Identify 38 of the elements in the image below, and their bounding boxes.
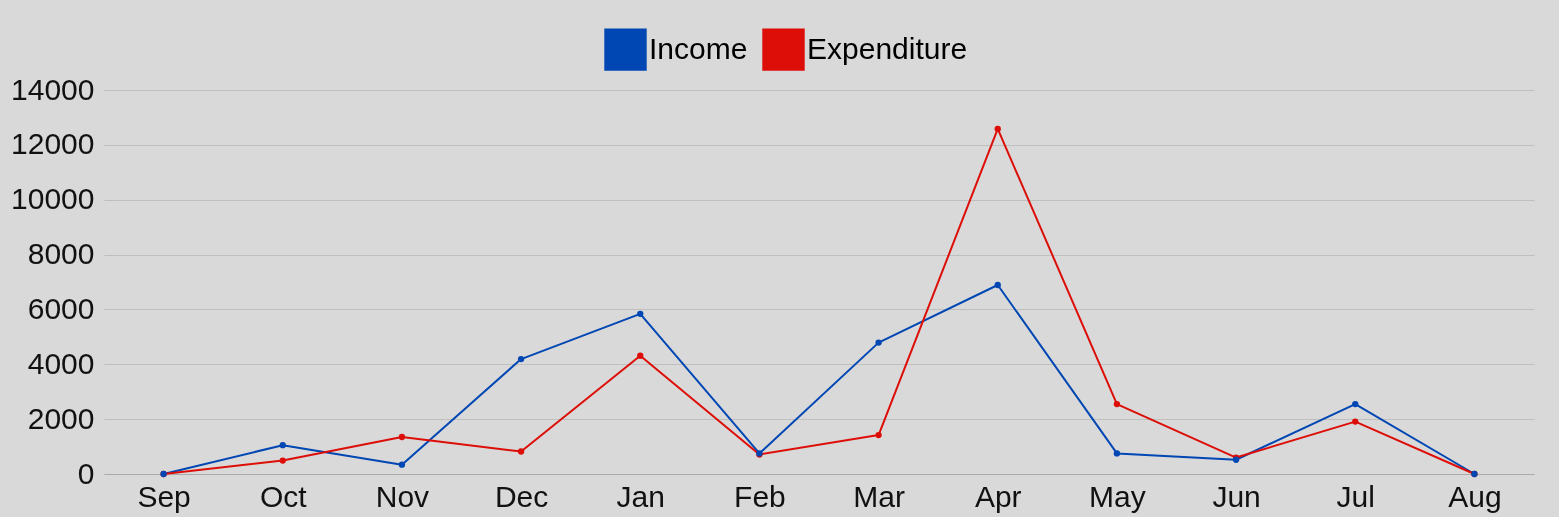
x-tick-label: Dec xyxy=(494,479,549,513)
point xyxy=(279,457,286,464)
point xyxy=(994,281,1001,289)
y-tick-label: 0 xyxy=(77,456,95,490)
x-tick-label: Sep xyxy=(137,479,191,513)
y-tick-label: 4000 xyxy=(27,346,95,380)
point xyxy=(517,448,525,455)
y-tick-label: 12000 xyxy=(11,127,95,161)
y-tick-label: 10000 xyxy=(11,182,95,216)
y-tick-label: 2000 xyxy=(27,401,95,435)
y-tick-label: 6000 xyxy=(27,291,95,325)
x-tick-label: Jun xyxy=(1212,479,1261,513)
point xyxy=(637,310,644,317)
point xyxy=(517,355,525,363)
point xyxy=(994,125,1001,133)
x-tick-label: Apr xyxy=(974,479,1022,513)
x-tick-label: Aug xyxy=(1448,479,1502,513)
point xyxy=(1113,450,1121,457)
x-tick-label: Oct xyxy=(259,479,308,513)
point xyxy=(875,431,882,439)
point xyxy=(398,433,406,441)
point xyxy=(875,339,882,346)
x-tick-label: Feb xyxy=(734,479,786,513)
legend-label: Expenditure xyxy=(807,31,968,65)
point xyxy=(1352,400,1359,408)
point xyxy=(398,461,406,468)
x-tick-label: Jul xyxy=(1336,479,1375,513)
x-tick-label: May xyxy=(1089,479,1146,513)
point xyxy=(279,442,286,449)
x-tick-label: Jan xyxy=(616,479,665,513)
point xyxy=(1352,418,1359,425)
x-tick-label: Nov xyxy=(375,479,430,513)
point xyxy=(637,352,644,359)
y-tick-label: 14000 xyxy=(11,72,95,106)
x-tick-label: Mar xyxy=(853,479,905,513)
legend-label: Income xyxy=(649,31,748,65)
y-tick-label: 8000 xyxy=(27,237,95,271)
point xyxy=(1113,400,1121,408)
